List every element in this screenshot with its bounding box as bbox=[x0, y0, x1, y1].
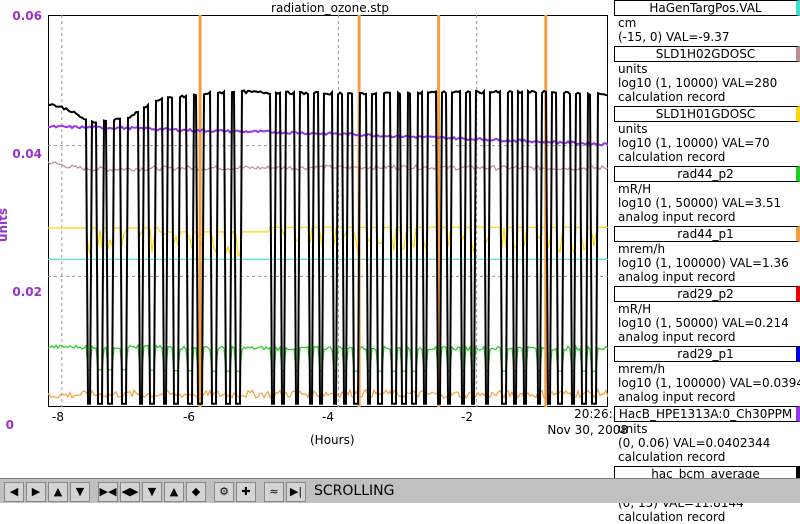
spike-bar bbox=[437, 15, 441, 407]
zoom-out-y-icon: ▲ bbox=[169, 485, 179, 498]
legend-detail: units bbox=[618, 62, 648, 76]
legend-detail: mR/H bbox=[618, 182, 652, 196]
scroll-up-button[interactable]: ▲ bbox=[48, 482, 68, 502]
x-tick-label: -4 bbox=[322, 410, 334, 424]
spike-bar bbox=[198, 15, 202, 407]
arrow-left-icon: ◀ bbox=[9, 485, 19, 498]
legend-item-1[interactable]: SLD1H02GDOSC bbox=[614, 46, 800, 62]
config-button[interactable]: ⚙ bbox=[214, 482, 234, 502]
legend-item-3[interactable]: rad44_p2 bbox=[614, 166, 800, 182]
legend-detail: analog input record bbox=[618, 270, 736, 284]
legend-detail: calculation record bbox=[618, 510, 726, 524]
y-tick-label: 0.04 bbox=[12, 147, 42, 161]
arrow-right-icon: ▶ bbox=[31, 485, 41, 498]
y-tick-label: 0 bbox=[5, 418, 14, 432]
toolbar: ◀ ▶ ▲ ▼ ▶◀ ◀▶ ▼ ▲ ◆ ⚙ ✚ ≈ ▶| SCROLLING bbox=[0, 478, 800, 503]
zoom-in-x-icon: ▶◀ bbox=[99, 485, 117, 498]
legend-detail: calculation record bbox=[618, 150, 726, 164]
legend-item-7[interactable]: HacB_HPE1313A:0_Ch30PPM bbox=[614, 406, 800, 422]
y-tick-label: 0.06 bbox=[12, 9, 42, 23]
legend-item-5[interactable]: rad29_p2 bbox=[614, 286, 800, 302]
timestamp-date: Nov 30, 2008 bbox=[547, 423, 628, 437]
legend-detail: calculation record bbox=[618, 90, 726, 104]
zoom-fit-icon: ◆ bbox=[191, 485, 201, 498]
scroll-right-button[interactable]: ▶ bbox=[26, 482, 46, 502]
scroll-down-button[interactable]: ▼ bbox=[70, 482, 90, 502]
legend-panel: HaGenTargPos.VAL cm (-15, 0) VAL=-9.37 SLD1… bbox=[612, 0, 800, 524]
legend-item-4[interactable]: rad44_p1 bbox=[614, 226, 800, 242]
legend-detail: analog input record bbox=[618, 210, 736, 224]
zoom-fit-button[interactable]: ◆ bbox=[186, 482, 206, 502]
legend-detail: units bbox=[618, 122, 648, 136]
y-tick-label: 0.02 bbox=[12, 285, 42, 299]
legend-detail: mrem/h bbox=[618, 362, 666, 376]
series-line bbox=[48, 226, 608, 258]
zoom-in-x-button[interactable]: ▶◀ bbox=[98, 482, 118, 502]
legend-detail: log10 (1, 10000) VAL=70 bbox=[618, 136, 770, 150]
legend-detail: (0, 0.06) VAL=0.0402344 bbox=[618, 436, 771, 450]
chart-title: radiation_ozone.stp bbox=[271, 1, 389, 15]
legend-detail: log10 (1, 50000) VAL=3.51 bbox=[618, 196, 782, 210]
x-tick-label: -2 bbox=[461, 410, 473, 424]
legend-detail: log10 (1, 10000) VAL=280 bbox=[618, 76, 778, 90]
legend-detail: log10 (1, 50000) VAL=0.214 bbox=[618, 316, 789, 330]
legend-detail: analog input record bbox=[618, 330, 736, 344]
legend-detail: log10 (1, 100000) VAL=1.36 bbox=[618, 256, 789, 270]
legend-detail: mrem/h bbox=[618, 242, 666, 256]
legend-detail: (-15, 0) VAL=-9.37 bbox=[618, 30, 730, 44]
legend-item-6[interactable]: rad29_p1 bbox=[614, 346, 800, 362]
x-tick-label: -8 bbox=[52, 410, 64, 424]
plot-area[interactable] bbox=[48, 15, 608, 407]
legend-detail: units bbox=[618, 422, 648, 436]
plus-icon: ✚ bbox=[241, 485, 251, 498]
legend-item-2[interactable]: SLD1H01GDOSC bbox=[614, 106, 800, 122]
goto-end-icon: ▶| bbox=[289, 485, 303, 498]
legend-detail: calculation record bbox=[618, 450, 726, 464]
arrow-up-icon: ▲ bbox=[53, 485, 63, 498]
legend-detail: mR/H bbox=[618, 302, 652, 316]
autoscale-button[interactable]: ≈ bbox=[264, 482, 284, 502]
zoom-in-y-button[interactable]: ▼ bbox=[142, 482, 162, 502]
legend-detail: log10 (1, 100000) VAL=0.0394 bbox=[618, 376, 800, 390]
zoom-out-x-icon: ◀▶ bbox=[121, 485, 139, 498]
arrow-down-icon: ▼ bbox=[75, 485, 85, 498]
legend-detail: analog input record bbox=[618, 390, 736, 404]
series-line bbox=[48, 88, 608, 405]
scroll-left-button[interactable]: ◀ bbox=[4, 482, 24, 502]
series-line bbox=[48, 124, 608, 147]
x-axis-unit: (Hours) bbox=[310, 433, 355, 447]
legend-detail: cm bbox=[618, 16, 637, 30]
series-line bbox=[48, 161, 608, 173]
scrolling-status: SCROLLING bbox=[314, 483, 395, 499]
zoom-out-y-button[interactable]: ▲ bbox=[164, 482, 184, 502]
gear-icon: ⚙ bbox=[219, 485, 229, 498]
wave-icon: ≈ bbox=[269, 485, 279, 498]
back-to-now-button[interactable]: ▶| bbox=[286, 482, 306, 502]
zoom-in-y-icon: ▼ bbox=[147, 485, 157, 498]
zoom-out-x-button[interactable]: ◀▶ bbox=[120, 482, 140, 502]
x-tick-label: -6 bbox=[183, 410, 195, 424]
add-button[interactable]: ✚ bbox=[236, 482, 256, 502]
legend-item-0[interactable]: HaGenTargPos.VAL bbox=[614, 0, 800, 16]
y-axis-label: units bbox=[0, 207, 11, 243]
